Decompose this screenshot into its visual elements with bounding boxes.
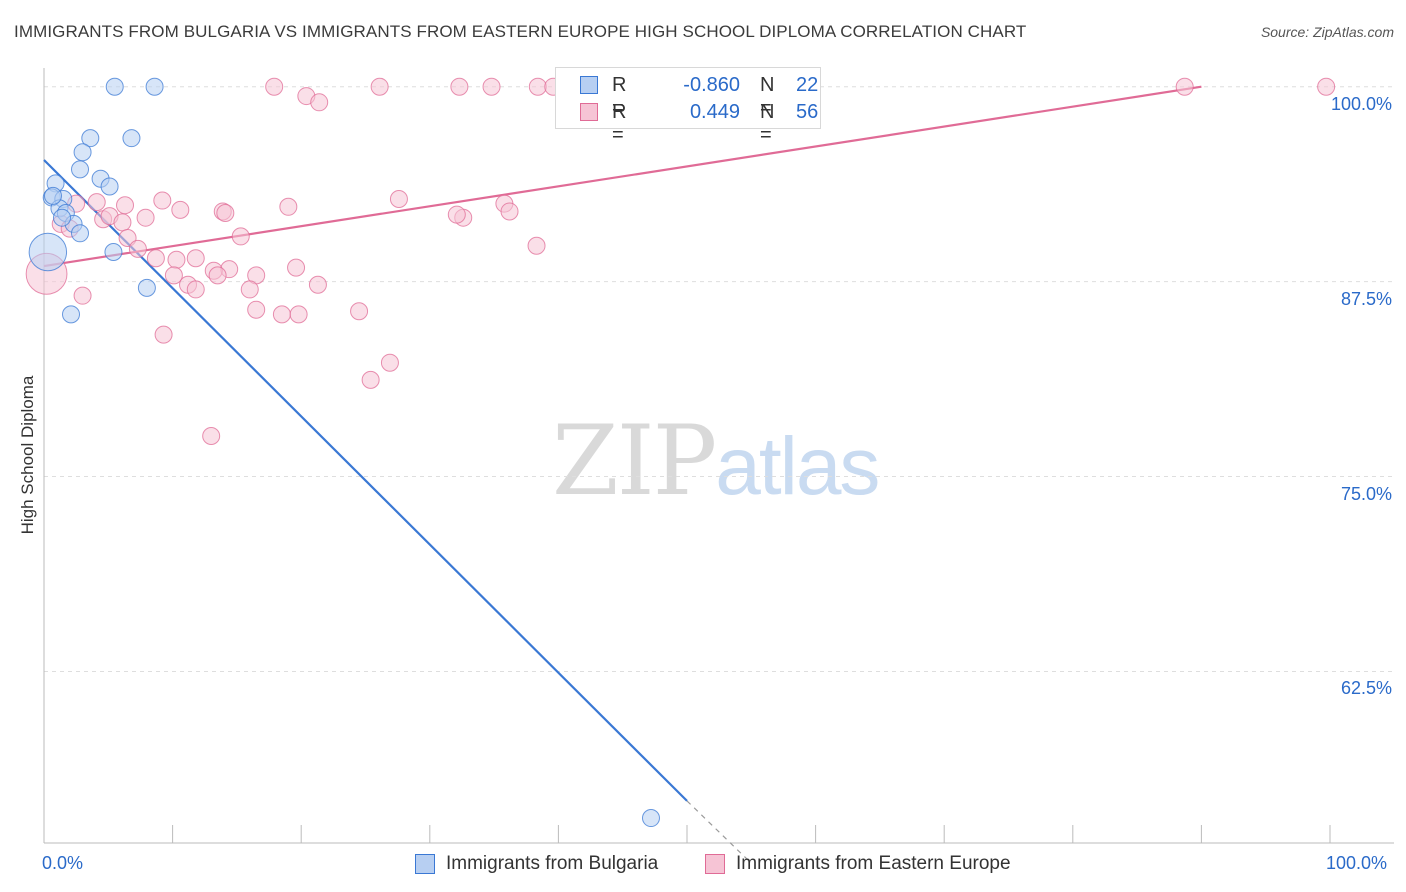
- y-axis-label: High School Diploma: [18, 375, 37, 535]
- point-eastern-europe: [208, 266, 227, 285]
- point-eastern-europe: [167, 250, 186, 269]
- watermark-zip: ZIP: [552, 405, 717, 517]
- point-bulgaria: [71, 224, 90, 243]
- legend-n-value: 22: [796, 74, 819, 96]
- point-bulgaria: [145, 77, 164, 96]
- point-eastern-europe: [164, 266, 183, 285]
- point-bulgaria: [53, 208, 72, 227]
- point-bulgaria: [100, 177, 119, 196]
- point-eastern-europe: [527, 236, 546, 255]
- point-eastern-europe: [186, 249, 205, 268]
- point-bulgaria: [81, 129, 100, 148]
- point-eastern-europe: [146, 249, 165, 268]
- point-bulgaria: [28, 232, 68, 272]
- point-eastern-europe: [308, 275, 327, 294]
- grid-lines: [44, 86, 1394, 672]
- point-eastern-europe: [389, 189, 408, 208]
- point-bulgaria: [122, 129, 141, 148]
- legend-swatch-blue: [580, 76, 598, 94]
- point-eastern-europe: [500, 202, 519, 221]
- point-eastern-europe: [287, 258, 306, 277]
- x-tick-label-max: 100.0%: [1326, 853, 1388, 873]
- trend-line: [43, 159, 688, 802]
- y-tick-label: 100.0%: [1330, 93, 1392, 114]
- legend-r-label: R =: [612, 74, 627, 119]
- point-bulgaria: [73, 143, 92, 162]
- point-eastern-europe: [350, 302, 369, 321]
- point-eastern-europe: [272, 305, 291, 324]
- chart-title: IMMIGRANTS FROM BULGARIA VS IMMIGRANTS F…: [14, 22, 1027, 41]
- y-tick-label: 75.0%: [1340, 483, 1392, 504]
- point-eastern-europe: [240, 280, 259, 299]
- point-eastern-europe: [380, 353, 399, 372]
- legend-r-label: R =: [612, 101, 627, 146]
- series-swatch-pink: [705, 854, 725, 874]
- point-bulgaria: [71, 160, 90, 179]
- legend-n-value: 56: [796, 101, 819, 123]
- point-eastern-europe: [113, 213, 132, 232]
- point-eastern-europe: [528, 77, 547, 96]
- point-eastern-europe: [154, 325, 173, 344]
- point-eastern-europe: [216, 204, 235, 223]
- legend-n-label: N =: [760, 101, 775, 146]
- series-legend: Immigrants from Bulgaria Immigrants from…: [0, 853, 1406, 877]
- point-eastern-europe: [116, 196, 135, 215]
- point-bulgaria: [104, 243, 123, 262]
- legend-r-value: -0.860: [683, 74, 740, 96]
- point-eastern-europe: [136, 208, 155, 227]
- trend-lines: [43, 85, 1202, 864]
- series-swatch-blue: [415, 854, 435, 874]
- point-bulgaria: [641, 809, 660, 828]
- point-eastern-europe: [73, 286, 92, 305]
- series-legend-label: Immigrants from Bulgaria: [446, 853, 659, 874]
- source-label: Source: ZipAtlas.com: [1260, 24, 1394, 40]
- point-eastern-europe: [361, 370, 380, 389]
- stats-legend: R = -0.860 N = 22 R = 0.449 N = 56: [555, 67, 821, 146]
- y-tick-label: 87.5%: [1340, 288, 1392, 309]
- point-eastern-europe: [1175, 77, 1194, 96]
- point-eastern-europe: [450, 77, 469, 96]
- point-eastern-europe: [186, 280, 205, 299]
- point-eastern-europe: [87, 193, 106, 212]
- point-eastern-europe: [153, 191, 172, 210]
- point-eastern-europe: [202, 427, 221, 446]
- point-eastern-europe: [247, 300, 266, 319]
- point-eastern-europe: [289, 305, 308, 324]
- point-bulgaria: [137, 278, 156, 297]
- x-tick-label-min: 0.0%: [42, 853, 84, 873]
- legend-n-label: N =: [760, 74, 775, 119]
- point-eastern-europe: [310, 93, 329, 112]
- axes: [43, 68, 1394, 844]
- point-eastern-europe: [128, 239, 147, 258]
- data-points: [25, 77, 1336, 828]
- watermark-atlas: atlas: [715, 421, 880, 512]
- point-bulgaria: [62, 305, 81, 324]
- legend-r-value: 0.449: [689, 101, 740, 123]
- point-bulgaria: [44, 186, 63, 205]
- point-eastern-europe: [265, 77, 284, 96]
- point-eastern-europe: [447, 205, 466, 224]
- y-tick-label: 62.5%: [1340, 678, 1392, 699]
- watermark: ZIPatlas: [552, 405, 880, 517]
- point-bulgaria: [105, 77, 124, 96]
- point-eastern-europe: [482, 77, 501, 96]
- point-eastern-europe: [370, 77, 389, 96]
- point-eastern-europe: [1317, 77, 1336, 96]
- trend-line-extension: [686, 800, 752, 864]
- legend-swatch-pink: [580, 103, 598, 121]
- point-eastern-europe: [279, 197, 298, 216]
- point-eastern-europe: [171, 200, 190, 219]
- series-legend-label: Immigrants from Eastern Europe: [736, 853, 1011, 874]
- point-eastern-europe: [231, 227, 250, 246]
